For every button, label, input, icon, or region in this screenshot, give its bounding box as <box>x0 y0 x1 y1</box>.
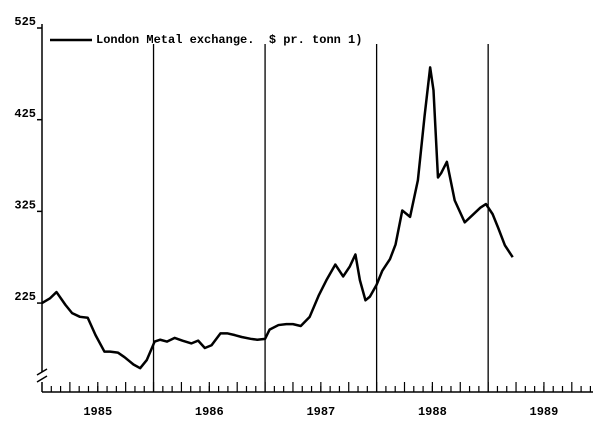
y-tick-label: 525 <box>14 15 36 29</box>
legend-label: London Metal exchange. $ pr. tonn 1) <box>96 33 362 47</box>
x-tick-label: 1988 <box>418 405 447 419</box>
y-tick-label: 325 <box>14 199 36 213</box>
y-tick-label: 425 <box>14 107 36 121</box>
axis-break <box>36 368 48 383</box>
line-series <box>41 66 514 370</box>
y-tick-label: 225 <box>14 290 36 304</box>
x-tick-label: 1989 <box>530 405 559 419</box>
x-tick-label: 1987 <box>306 405 335 419</box>
x-tick-label: 1986 <box>195 405 224 419</box>
x-tick-label: 1985 <box>83 405 112 419</box>
